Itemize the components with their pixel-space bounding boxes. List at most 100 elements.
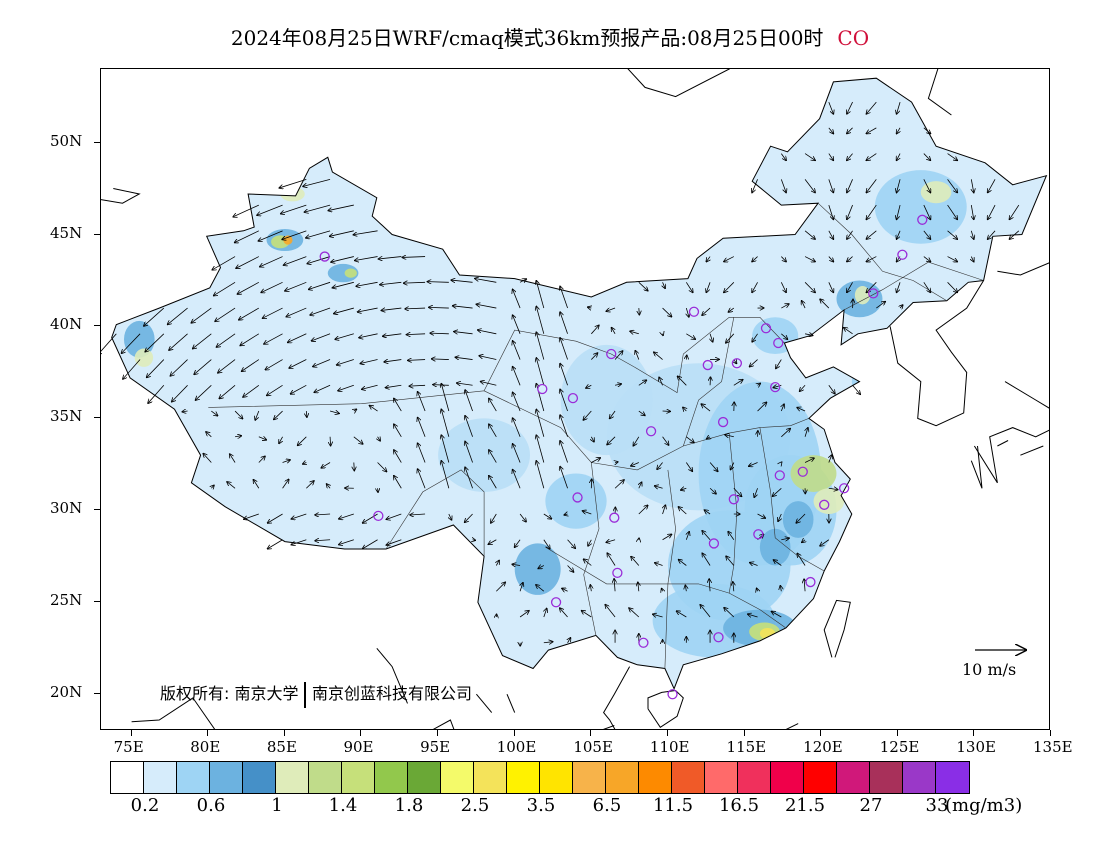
lon-tick-label: 125E — [879, 738, 920, 756]
lat-tick-label: 20N — [50, 683, 83, 702]
lat-tick-label: 40N — [50, 315, 83, 334]
station-marker — [838, 483, 850, 494]
colorbar-tick-label: 3.5 — [526, 795, 556, 816]
station-marker — [612, 567, 623, 579]
copyright-owner: 版权所有: 南京大学 — [160, 684, 299, 703]
station-marker — [708, 538, 720, 549]
colorbar-swatch — [507, 762, 540, 793]
lon-tick — [360, 730, 362, 736]
colorbar-unit: (mg/m3) — [945, 795, 1023, 816]
colorbar-tick-label: 21.5 — [784, 795, 826, 816]
colorbar-swatch — [804, 762, 837, 793]
pollutant-species: CO — [837, 26, 870, 50]
colorbar-tick-label: 1 — [271, 795, 283, 816]
colorbar-swatch — [738, 762, 771, 793]
colorbar-swatch — [408, 762, 441, 793]
lon-tick — [896, 730, 898, 736]
colorbar-swatch — [639, 762, 672, 793]
lat-tick — [94, 141, 100, 143]
station-marker — [550, 597, 562, 608]
colorbar-swatch — [903, 762, 936, 793]
lon-tick-label: 130E — [956, 738, 996, 756]
colorbar-tick-label: 33 — [925, 795, 949, 816]
lon-tick-label: 135E — [1033, 738, 1073, 756]
lon-tick-label: 115E — [726, 738, 767, 756]
colorbar-swatch — [144, 762, 177, 793]
colorbar-swatch — [705, 762, 738, 793]
station-marker — [638, 637, 649, 648]
colorbar-swatch — [309, 762, 342, 793]
station-marker — [717, 416, 729, 428]
lat-tick-label: 45N — [50, 223, 83, 242]
station-marker — [753, 529, 764, 540]
station-marker — [731, 358, 743, 369]
station-marker — [567, 393, 579, 404]
lat-tick — [94, 693, 100, 695]
lon-tick — [513, 730, 515, 736]
colorbar-tick-label: 27 — [859, 795, 883, 816]
lat-tick — [94, 325, 100, 327]
station-marker — [773, 337, 784, 349]
colorbar-tick-label: 1.8 — [394, 795, 424, 816]
colorbar-tick-label: 0.2 — [130, 795, 160, 816]
station-marker — [609, 512, 620, 523]
copyright-company: 南京创蓝科技有限公司 — [311, 684, 472, 703]
lat-tick-label: 50N — [50, 131, 83, 150]
colorbar-swatch — [936, 762, 969, 793]
colorbar-swatch — [837, 762, 870, 793]
station-marker — [774, 470, 785, 481]
colorbar-tick-label: 6.5 — [592, 795, 622, 816]
reference-vector-label: 10 m/s — [962, 660, 1017, 679]
wind-vectors — [101, 101, 1020, 646]
station-marker — [760, 323, 772, 334]
copyright-separator — [304, 681, 306, 708]
lon-tick — [437, 730, 439, 736]
lon-tick — [590, 730, 592, 736]
colorbar-swatch — [540, 762, 573, 793]
map-panel — [100, 68, 1050, 730]
lat-tick-label: 25N — [50, 591, 83, 610]
station-marker — [819, 499, 830, 510]
colorbar-tick-label: 1.4 — [328, 795, 358, 816]
colorbar-swatch — [276, 762, 309, 793]
colorbar-swatch — [474, 762, 507, 793]
lon-tick — [283, 730, 285, 736]
lon-tick — [207, 730, 209, 736]
lon-tick — [820, 730, 822, 736]
lat-tick-label: 35N — [50, 407, 83, 426]
colorbar-swatch — [606, 762, 639, 793]
colorbar-swatch — [210, 762, 243, 793]
colorbar-swatch — [672, 762, 705, 793]
lon-tick — [973, 730, 975, 736]
colorbar-swatch — [111, 762, 144, 793]
lon-tick-label: 80E — [190, 738, 221, 756]
colorbar-tick-label: 2.5 — [460, 795, 490, 816]
colorbar-swatch — [243, 762, 276, 793]
colorbar-swatch — [375, 762, 408, 793]
copyright-note: 版权所有: 南京大学 南京创蓝科技有限公司 — [160, 680, 472, 708]
colorbar-swatch — [771, 762, 804, 793]
title-text: 2024年08月25日WRF/cmaq模式36km预报产品:08月25日00时 — [230, 26, 824, 50]
reference-vector: 10 m/s — [960, 640, 1040, 682]
co-concentration-field — [111, 78, 1047, 689]
station-marker — [667, 689, 678, 700]
reference-arrow-icon — [975, 640, 1040, 660]
lon-tick-label: 120E — [803, 738, 843, 756]
colorbar-tick-label: 11.5 — [652, 795, 694, 816]
lon-tick-label: 90E — [343, 738, 374, 756]
lat-tick — [94, 509, 100, 511]
station-marker — [373, 510, 384, 522]
lat-tick-label: 30N — [50, 499, 83, 518]
colorbar-swatch — [573, 762, 606, 793]
colorbar-tick-label: 0.6 — [196, 795, 226, 816]
station-marker — [770, 381, 781, 393]
station-marker — [645, 426, 657, 437]
lon-tick-label: 85E — [266, 738, 297, 756]
colorbar-swatch — [342, 762, 375, 793]
lon-tick-label: 110E — [649, 738, 690, 756]
lon-tick — [1050, 730, 1051, 736]
station-marker — [319, 251, 330, 262]
station-marker — [917, 214, 928, 225]
china-border — [111, 77, 1048, 690]
lon-tick-label: 100E — [496, 738, 537, 756]
